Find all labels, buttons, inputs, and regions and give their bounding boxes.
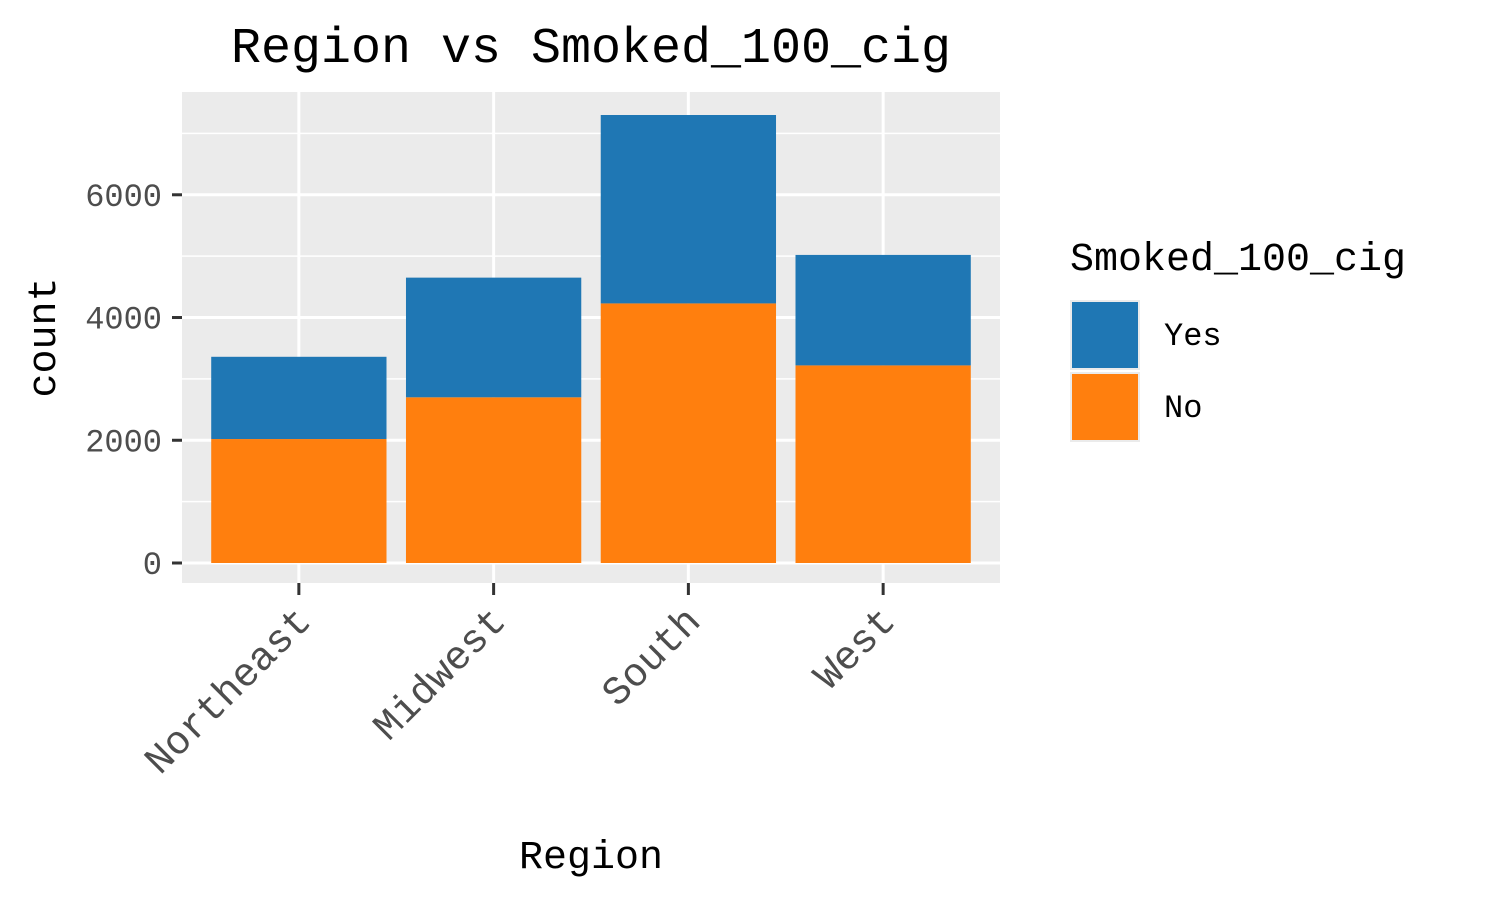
y-axis: 0 2000 4000 6000 — [85, 179, 182, 584]
x-tick-label: West — [807, 600, 907, 700]
bar-south-yes — [600, 115, 777, 304]
y-tick-label: 0 — [143, 547, 162, 584]
x-axis-title: Region — [519, 836, 663, 881]
chart-title: Region vs Smoked_100_cig — [231, 21, 951, 78]
legend-label: Yes — [1164, 318, 1222, 355]
x-tick-label: South — [595, 600, 712, 717]
y-axis-title: count — [23, 277, 68, 397]
bar-south-no — [600, 303, 777, 563]
y-tick-label: 6000 — [85, 179, 162, 216]
bar-west-yes — [795, 254, 971, 366]
y-tick-label: 4000 — [85, 302, 162, 339]
bar-northeast-no — [211, 439, 387, 563]
bar-northeast-yes — [211, 356, 387, 440]
x-tick-label: Northeast — [137, 600, 322, 785]
bar-west-no — [795, 365, 971, 563]
bar-midwest-no — [405, 397, 582, 563]
y-tick-label: 2000 — [85, 424, 162, 461]
x-tick-label: Midwest — [366, 600, 517, 751]
legend: Smoked_100_cig Yes No — [1070, 238, 1406, 442]
legend-label: No — [1164, 390, 1202, 427]
bars — [211, 115, 971, 563]
bar-midwest-yes — [405, 277, 582, 398]
legend-swatch-no — [1072, 374, 1138, 440]
legend-swatch-yes — [1072, 302, 1138, 368]
legend-title: Smoked_100_cig — [1070, 238, 1406, 283]
x-axis: Northeast Midwest South West — [137, 583, 906, 785]
